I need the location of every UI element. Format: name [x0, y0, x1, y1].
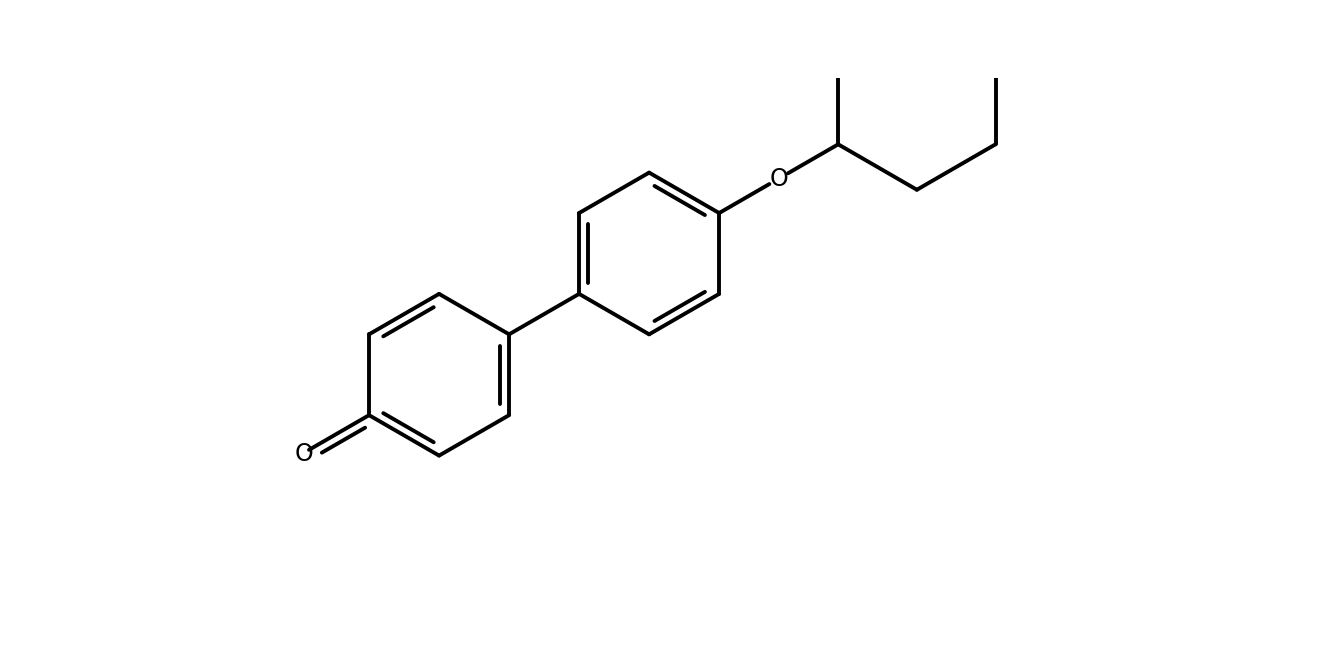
- Text: O: O: [769, 167, 789, 191]
- Text: O: O: [295, 443, 314, 466]
